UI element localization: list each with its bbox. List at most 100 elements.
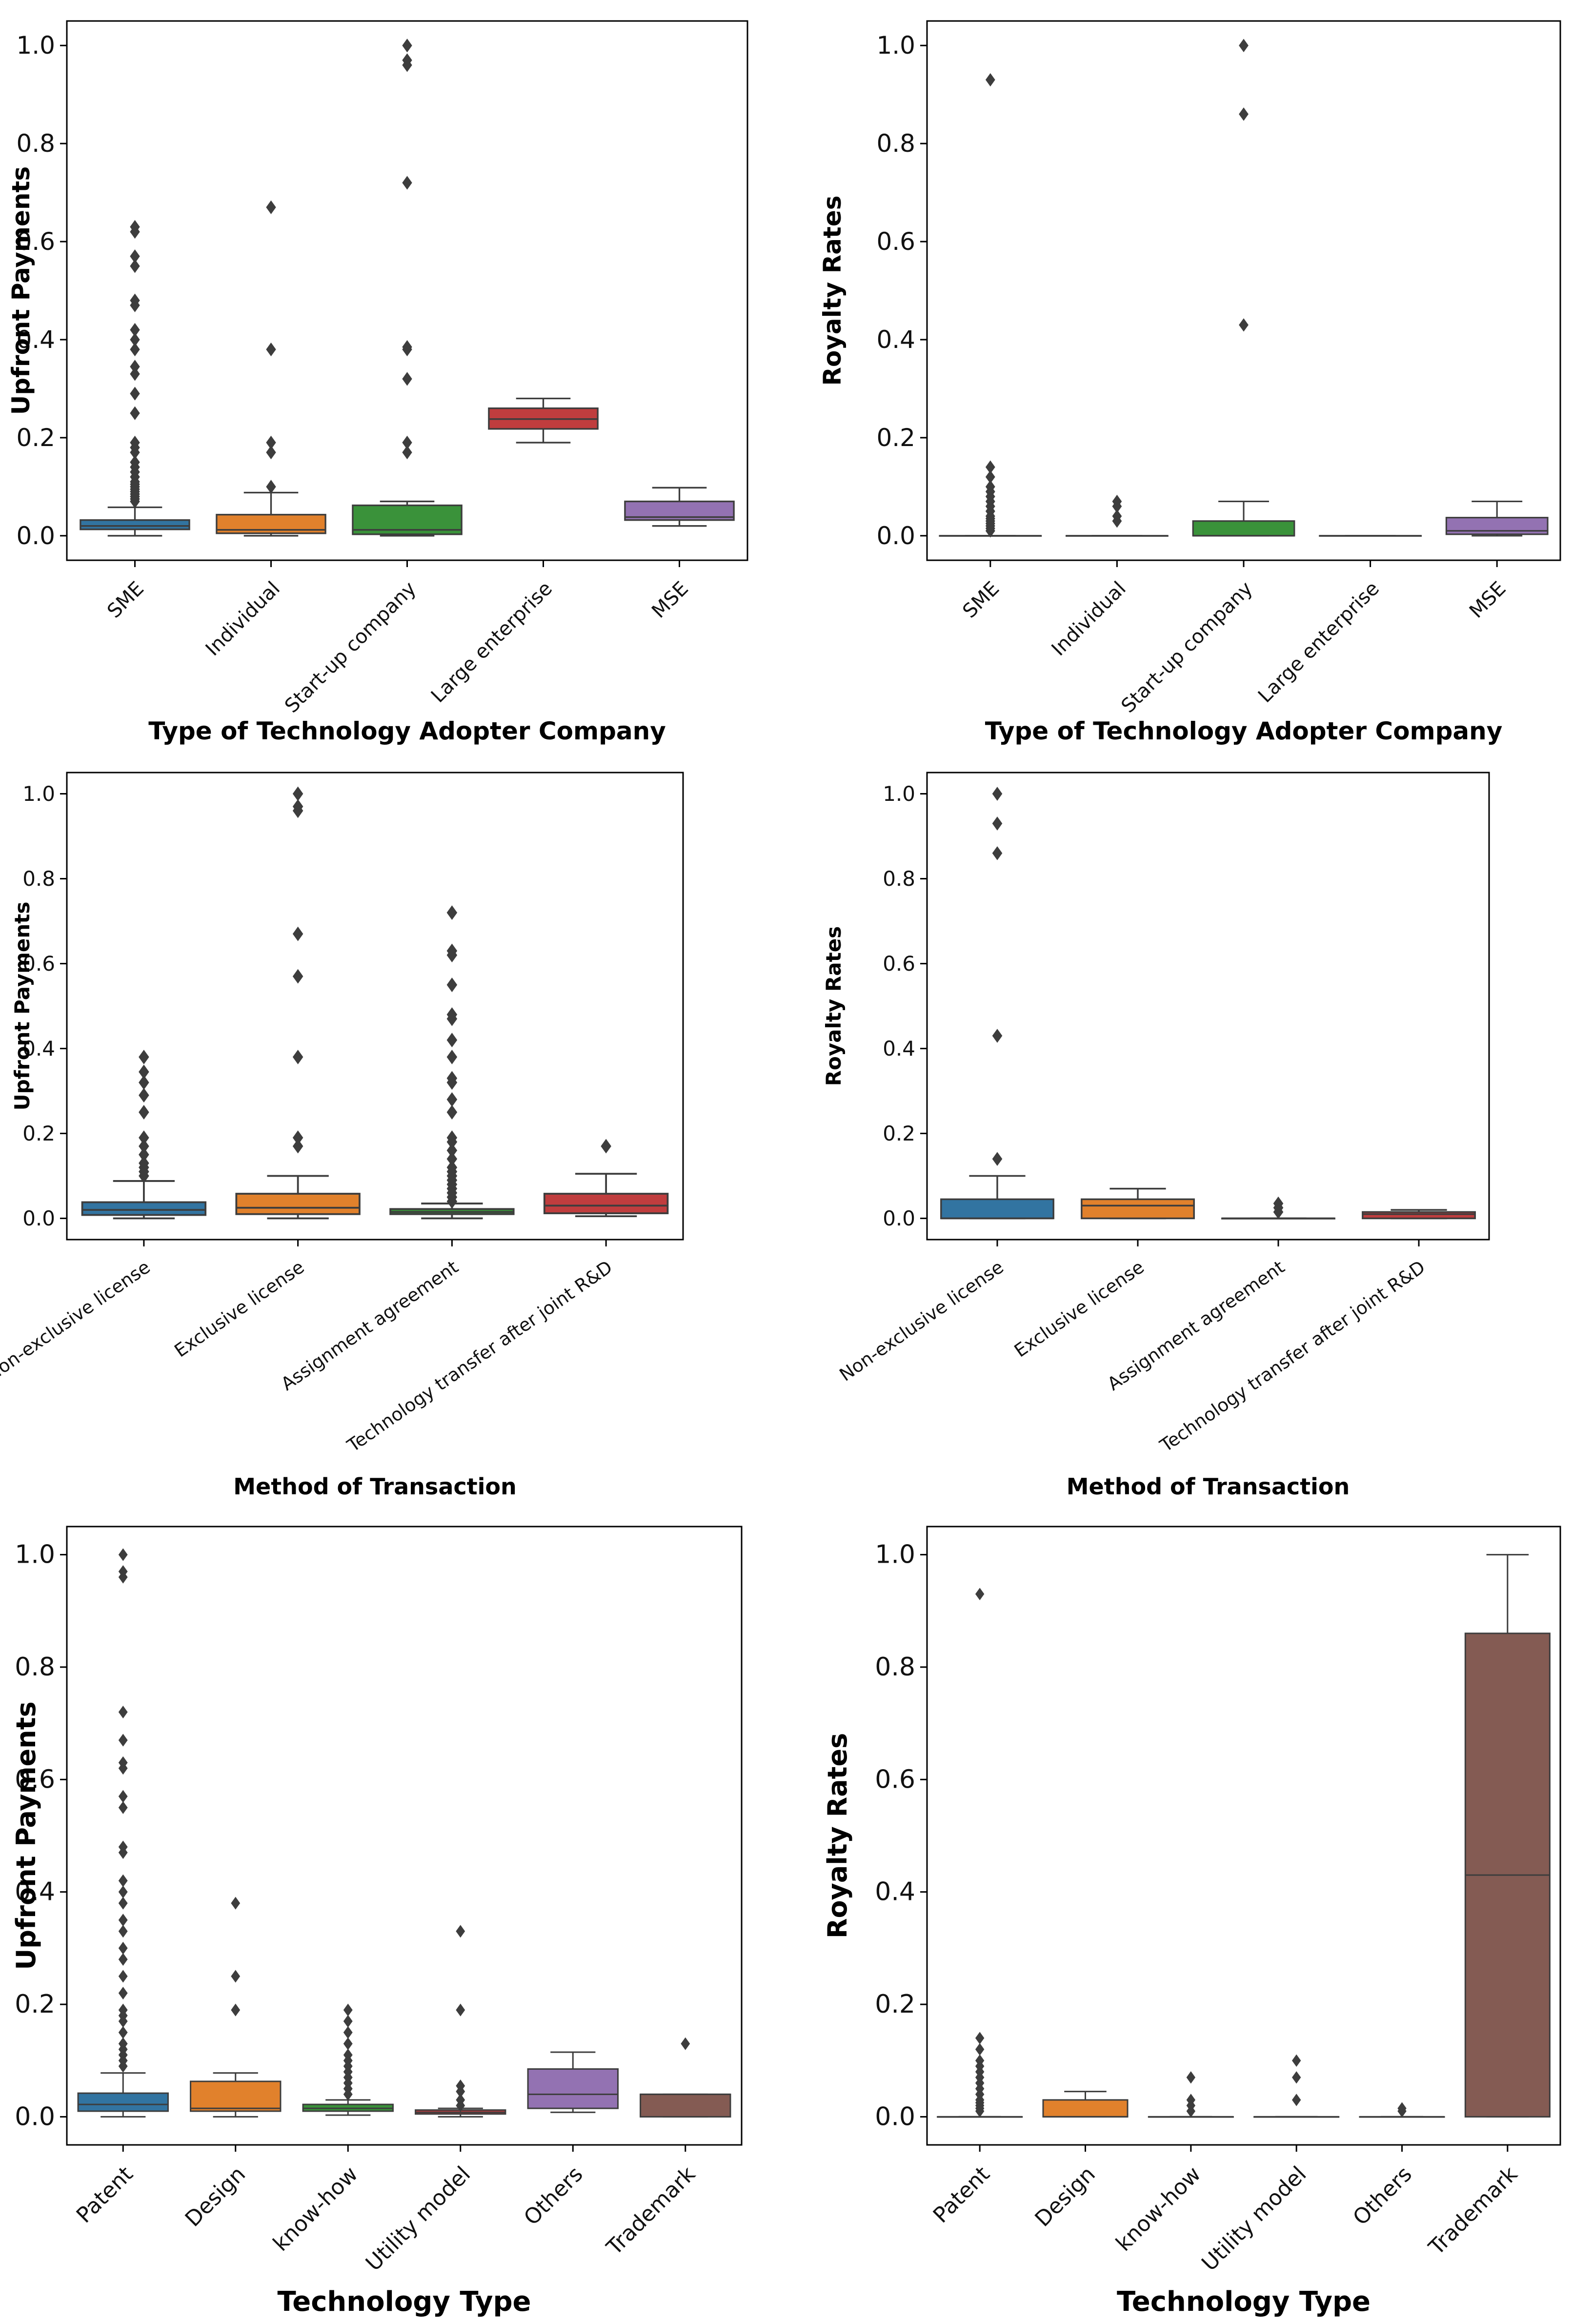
outlier-point xyxy=(446,978,458,992)
y-axis-title: Royalty Rates xyxy=(818,195,847,386)
box-non-exclusive-license xyxy=(81,1049,207,1220)
outlier-point xyxy=(446,905,458,920)
x-tick-label: Exclusive license xyxy=(171,1256,308,1361)
outlier-point xyxy=(343,2037,353,2050)
box-patent xyxy=(77,1548,169,2118)
outlier-point xyxy=(118,1941,128,1955)
y-tick-label: 0.2 xyxy=(15,1990,55,2019)
y-tick-label: 0.2 xyxy=(883,1121,915,1145)
iqr-box xyxy=(77,2092,169,2112)
y-tick-label: 1.0 xyxy=(883,782,915,806)
x-tick-label: MSE xyxy=(647,577,693,623)
x-tick-label: know-how xyxy=(1111,2161,1206,2256)
outlier-point xyxy=(231,1896,241,1910)
outlier-point xyxy=(118,1914,128,1927)
box-utility-model xyxy=(415,1925,506,2118)
iqr-box xyxy=(1081,1198,1195,1220)
outlier-point xyxy=(985,470,995,484)
outlier-point xyxy=(130,293,140,307)
outlier-point xyxy=(118,1790,128,1803)
outlier-point xyxy=(402,340,412,354)
outlier-point xyxy=(231,1970,241,1983)
box-trademark xyxy=(640,2037,731,2118)
outlier-point xyxy=(231,2003,241,2017)
outlier-point xyxy=(292,969,303,984)
outlier-point xyxy=(118,1885,128,1898)
x-tick-label: Non-exclusive license xyxy=(0,1256,154,1385)
outlier-point xyxy=(139,1088,149,1103)
box-exclusive-license xyxy=(1081,1187,1195,1220)
x-tick-label: Utility model xyxy=(1197,2161,1311,2276)
outlier-point xyxy=(266,480,276,494)
box-design xyxy=(1042,2091,1129,2118)
outlier-point xyxy=(992,1029,1003,1043)
outlier-point xyxy=(456,2093,465,2106)
outlier-point xyxy=(1273,1196,1284,1211)
outlier-point xyxy=(118,1953,128,1966)
outlier-point xyxy=(402,435,412,450)
outlier-point xyxy=(446,1092,458,1107)
y-tick-label: 0.8 xyxy=(16,129,55,158)
outlier-point xyxy=(139,1130,149,1145)
box-start-up-company xyxy=(1192,39,1295,537)
x-axis-title: Method of Transaction xyxy=(1067,1473,1350,1500)
outlier-point xyxy=(139,1064,149,1080)
chart-panel-4: 0.0 0.2 0.4 0.6 0.8 1.0 Non-exclusive license E… xyxy=(822,772,1490,1500)
outlier-point xyxy=(985,460,995,474)
y-tick-label: 1.0 xyxy=(15,1540,55,1570)
box-assignment-agreement xyxy=(389,905,515,1220)
outlier-point xyxy=(118,1925,128,1938)
outlier-point xyxy=(130,387,140,401)
outlier-point xyxy=(1239,318,1249,332)
outlier-point xyxy=(456,1925,465,1938)
outlier-point xyxy=(1186,2071,1196,2084)
outlier-point xyxy=(343,2048,353,2061)
outlier-point xyxy=(130,323,140,337)
outlier-point xyxy=(446,1160,458,1175)
box-sme xyxy=(80,220,190,537)
axes-frame xyxy=(66,20,748,561)
outlier-point xyxy=(118,1801,128,1814)
outlier-point xyxy=(446,1071,458,1086)
outlier-point xyxy=(1291,2094,1301,2106)
outlier-point xyxy=(992,787,1003,801)
iqr-box xyxy=(1192,520,1295,537)
x-tick-label: Individual xyxy=(202,577,284,660)
x-tick-label: Design xyxy=(181,2161,250,2231)
axes-frame xyxy=(926,1526,1561,2146)
outlier-point xyxy=(292,786,303,801)
outlier-point xyxy=(130,455,140,469)
y-tick-label: 0.0 xyxy=(875,2102,915,2131)
outlier-point xyxy=(975,2054,985,2067)
x-tick-label: know-how xyxy=(268,2161,363,2256)
x-tick-label: Design xyxy=(1030,2161,1100,2231)
outlier-point xyxy=(343,2003,353,2017)
box-know-how xyxy=(1148,2071,1234,2118)
outlier-point xyxy=(402,53,412,67)
x-tick-label: Exclusive license xyxy=(1010,1256,1148,1361)
outlier-point xyxy=(266,445,276,460)
outlier-point xyxy=(139,1105,149,1120)
x-tick-label: Trademark xyxy=(1424,2161,1522,2260)
outlier-point xyxy=(1186,2094,1196,2106)
outlier-point xyxy=(118,2026,128,2039)
y-tick-label: 0.4 xyxy=(22,1037,55,1060)
outlier-point xyxy=(343,2026,353,2039)
y-tick-label: 1.0 xyxy=(22,782,55,806)
box-utility-model xyxy=(1253,2054,1340,2118)
outlier-point xyxy=(292,1139,303,1154)
y-tick-label: 0.8 xyxy=(876,129,915,158)
iqr-box xyxy=(81,1201,207,1216)
box-large-enterprise xyxy=(488,397,599,444)
x-tick-label: Start-up company xyxy=(1117,577,1257,717)
iqr-box xyxy=(543,1193,669,1214)
outlier-point xyxy=(292,1130,303,1145)
chart-panel-5: 0.0 0.2 0.4 0.6 0.8 1.0 Patent Design know-howUt… xyxy=(11,1526,743,2318)
outlier-point xyxy=(1291,2054,1301,2067)
x-tick-label: Large enterprise xyxy=(1254,577,1384,707)
outlier-point xyxy=(130,360,140,374)
x-tick-label: Large enterprise xyxy=(427,577,557,707)
box-mse xyxy=(1445,500,1549,537)
outlier-point xyxy=(118,1548,128,1561)
outlier-point xyxy=(446,1033,458,1048)
